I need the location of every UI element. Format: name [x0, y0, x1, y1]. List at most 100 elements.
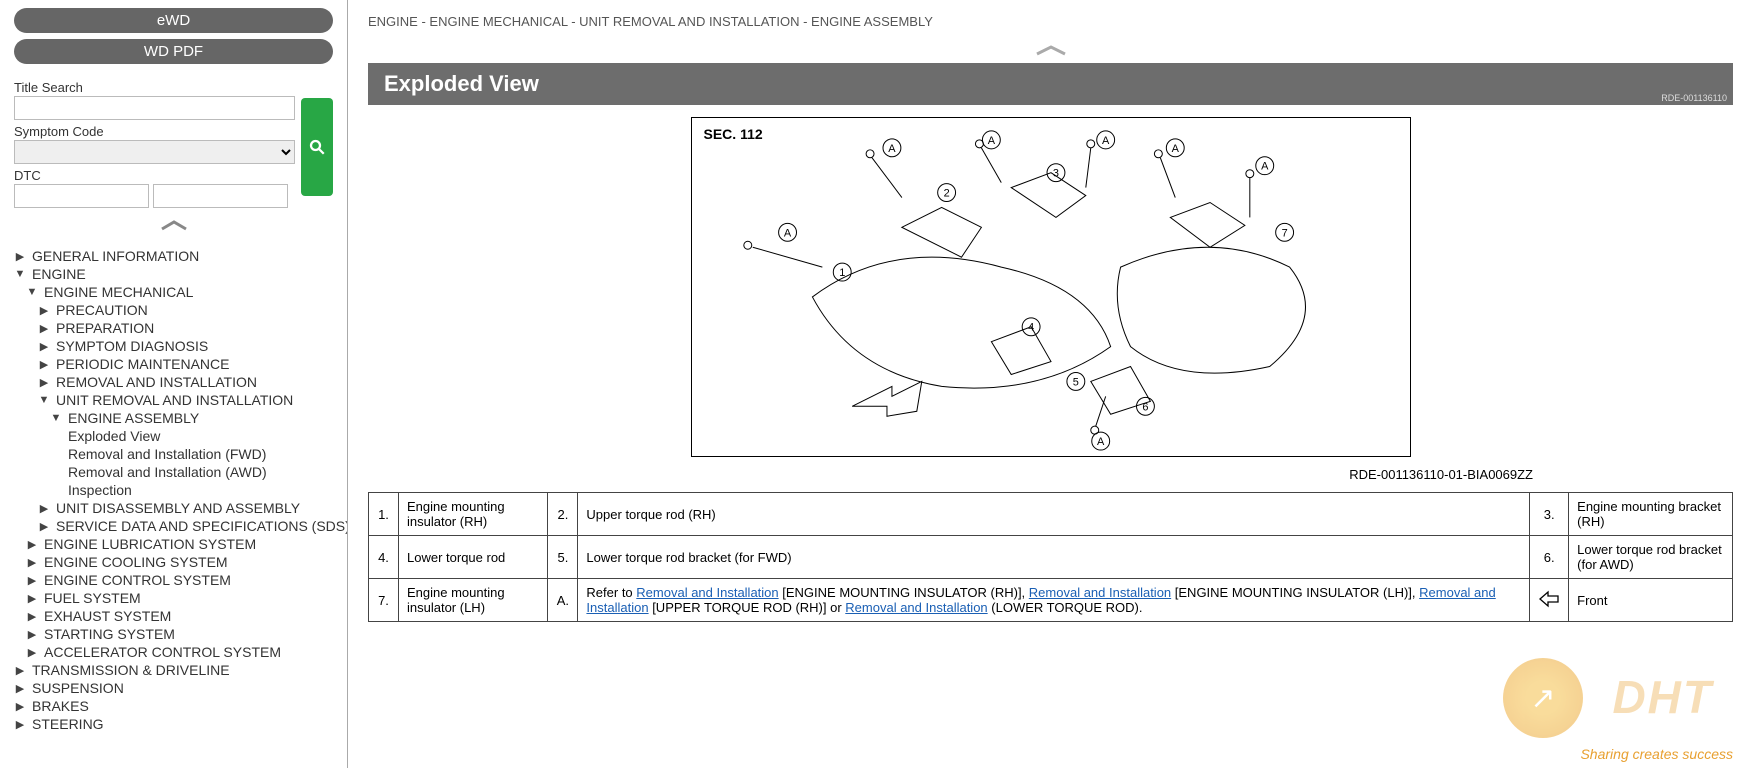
prev-section-button[interactable]: [348, 37, 1753, 63]
part-number: 7.: [369, 579, 399, 622]
nav-tree[interactable]: ▶GENERAL INFORMATION▼ENGINE▼ENGINE MECHA…: [0, 243, 347, 768]
chevron-right-icon: ▶: [32, 358, 56, 371]
ewd-button[interactable]: eWD: [14, 8, 333, 33]
tree-item[interactable]: ▶GENERAL INFORMATION: [0, 247, 347, 265]
part-number: 6.: [1530, 536, 1569, 579]
table-row: 1. Engine mounting insulator (RH) 2. Upp…: [369, 493, 1733, 536]
chevron-right-icon: ▶: [20, 610, 44, 623]
part-name: Front: [1569, 579, 1733, 622]
sidebar: eWD WD PDF Title Search Symptom Code DTC…: [0, 0, 348, 768]
svg-text:A: A: [1097, 436, 1105, 448]
tree-item[interactable]: ▶FUEL SYSTEM: [0, 589, 347, 607]
tree-item[interactable]: Exploded View: [0, 427, 347, 445]
tree-item[interactable]: ▶ENGINE CONTROL SYSTEM: [0, 571, 347, 589]
symptom-code-label: Symptom Code: [14, 124, 295, 139]
part-name: Engine mounting insulator (LH): [399, 579, 548, 622]
tree-item-label: ENGINE CONTROL SYSTEM: [44, 572, 231, 588]
svg-text:A: A: [987, 135, 995, 147]
chevron-right-icon: ▶: [8, 700, 32, 713]
svg-text:A: A: [1171, 143, 1179, 155]
title-search-label: Title Search: [14, 80, 295, 95]
tree-item[interactable]: ▼ENGINE MECHANICAL: [0, 283, 347, 301]
tree-item[interactable]: ▶STARTING SYSTEM: [0, 625, 347, 643]
ref-link[interactable]: Removal and Installation: [1029, 585, 1171, 600]
chevron-down-icon: ▼: [44, 412, 68, 424]
chevron-right-icon: ▶: [8, 682, 32, 695]
tree-item[interactable]: ▶UNIT DISASSEMBLY AND ASSEMBLY: [0, 499, 347, 517]
search-button[interactable]: [301, 98, 333, 196]
tree-item[interactable]: ▶ENGINE LUBRICATION SYSTEM: [0, 535, 347, 553]
chevron-right-icon: ▶: [20, 592, 44, 605]
part-number: 3.: [1530, 493, 1569, 536]
tree-item-label: Removal and Installation (AWD): [68, 464, 267, 480]
tree-item-label: ENGINE ASSEMBLY: [68, 410, 199, 426]
wdpdf-button[interactable]: WD PDF: [14, 39, 333, 64]
ref-link[interactable]: Removal and Installation: [845, 600, 987, 615]
tree-item-label: ENGINE COOLING SYSTEM: [44, 554, 228, 570]
tree-item[interactable]: ▶TRANSMISSION & DRIVELINE: [0, 661, 347, 679]
chevron-right-icon: ▶: [32, 340, 56, 353]
chevron-right-icon: ▶: [20, 574, 44, 587]
diagram-container: SEC. 112: [368, 117, 1733, 461]
tree-item-label: SYMPTOM DIAGNOSIS: [56, 338, 208, 354]
tree-item-label: UNIT REMOVAL AND INSTALLATION: [56, 392, 293, 408]
watermark-tagline: Sharing creates success: [1580, 746, 1733, 762]
tree-item[interactable]: ▶REMOVAL AND INSTALLATION: [0, 373, 347, 391]
dtc-input-1[interactable]: [14, 184, 149, 208]
tree-item[interactable]: ▼ENGINE ASSEMBLY: [0, 409, 347, 427]
svg-text:6: 6: [1142, 401, 1148, 413]
tree-item[interactable]: ▶STEERING: [0, 715, 347, 733]
tree-item[interactable]: ▶EXHAUST SYSTEM: [0, 607, 347, 625]
front-arrow-icon: [1538, 590, 1560, 608]
chevron-right-icon: ▶: [20, 646, 44, 659]
svg-text:3: 3: [1052, 168, 1058, 180]
tree-item[interactable]: ▶PERIODIC MAINTENANCE: [0, 355, 347, 373]
svg-text:2: 2: [943, 188, 949, 200]
tree-item[interactable]: ▶PRECAUTION: [0, 301, 347, 319]
tree-item[interactable]: ▶BRAKES: [0, 697, 347, 715]
tree-item[interactable]: ▶SUSPENSION: [0, 679, 347, 697]
part-note: Refer to Removal and Installation [ENGIN…: [578, 579, 1530, 622]
collapse-toggle[interactable]: [0, 208, 347, 243]
tree-item[interactable]: ▶SYMPTOM DIAGNOSIS: [0, 337, 347, 355]
table-row: 7. Engine mounting insulator (LH) A. Ref…: [369, 579, 1733, 622]
diagram-caption: RDE-001136110-01-BIA0069ZZ: [348, 467, 1733, 482]
chevron-down-icon: ▼: [32, 394, 56, 406]
part-number: 1.: [369, 493, 399, 536]
part-number: 5.: [548, 536, 578, 579]
tree-item[interactable]: Removal and Installation (AWD): [0, 463, 347, 481]
tree-item-label: SERVICE DATA AND SPECIFICATIONS (SDS): [56, 518, 347, 534]
tree-item[interactable]: ▶ENGINE COOLING SYSTEM: [0, 553, 347, 571]
tree-item[interactable]: Inspection: [0, 481, 347, 499]
tree-item-label: EXHAUST SYSTEM: [44, 608, 171, 624]
tree-item[interactable]: ▶ACCELERATOR CONTROL SYSTEM: [0, 643, 347, 661]
tree-item-label: FUEL SYSTEM: [44, 590, 141, 606]
part-name: Lower torque rod bracket (for FWD): [578, 536, 1530, 579]
svg-text:A: A: [1261, 161, 1269, 173]
tree-item[interactable]: ▶PREPARATION: [0, 319, 347, 337]
watermark-brand: DHT: [1612, 670, 1713, 724]
ref-link[interactable]: Removal and Installation: [636, 585, 778, 600]
svg-text:7: 7: [1281, 227, 1287, 239]
part-name: Upper torque rod (RH): [578, 493, 1530, 536]
tree-item-label: PRECAUTION: [56, 302, 148, 318]
tree-item[interactable]: ▶SERVICE DATA AND SPECIFICATIONS (SDS): [0, 517, 347, 535]
symptom-code-select[interactable]: [14, 140, 295, 164]
svg-text:4: 4: [1028, 322, 1034, 334]
parts-table: 1. Engine mounting insulator (RH) 2. Upp…: [368, 492, 1733, 622]
tree-item[interactable]: Removal and Installation (FWD): [0, 445, 347, 463]
chevron-right-icon: ▶: [32, 376, 56, 389]
part-number: 4.: [369, 536, 399, 579]
watermark-logo: ↗: [1503, 658, 1583, 738]
title-search-input[interactable]: [14, 96, 295, 120]
search-fields: Title Search Symptom Code DTC: [14, 76, 295, 208]
svg-text:A: A: [888, 143, 896, 155]
part-number: 2.: [548, 493, 578, 536]
tree-item-label: Removal and Installation (FWD): [68, 446, 266, 462]
tree-item[interactable]: ▼ENGINE: [0, 265, 347, 283]
tree-item[interactable]: ▼UNIT REMOVAL AND INSTALLATION: [0, 391, 347, 409]
dtc-input-2[interactable]: [153, 184, 288, 208]
pill-buttons: eWD WD PDF: [0, 0, 347, 74]
svg-text:A: A: [783, 227, 791, 239]
tree-item-label: ENGINE LUBRICATION SYSTEM: [44, 536, 256, 552]
